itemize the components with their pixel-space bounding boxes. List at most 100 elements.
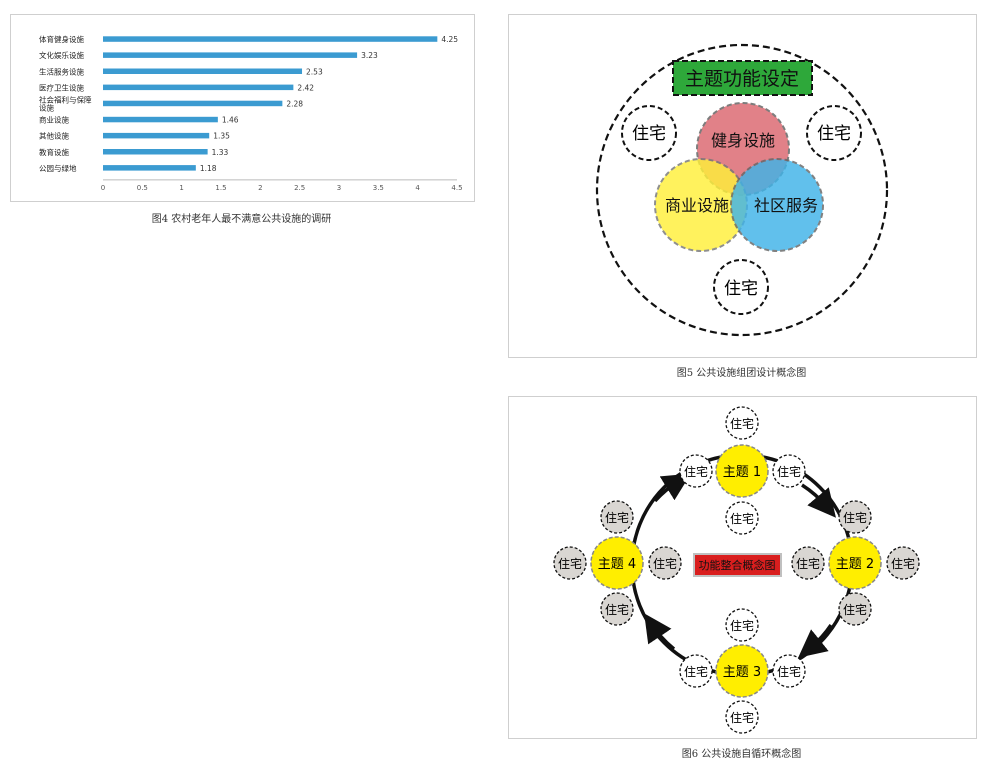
house-label: 住宅: [605, 602, 629, 617]
house-label: 住宅: [796, 556, 820, 571]
house-circle: [553, 546, 587, 580]
house-label: 住宅: [605, 510, 629, 525]
x-tick-label: 0: [101, 184, 105, 192]
bar-value-label: 1.18: [200, 164, 217, 173]
category-label: 其他设施: [39, 131, 69, 141]
residence-label-left: 住宅: [632, 124, 666, 144]
bar: [103, 84, 294, 91]
bar-value-label: 4.25: [441, 35, 458, 44]
bar-value-label: 2.53: [306, 67, 323, 76]
residence-circle-bottom: [713, 259, 769, 315]
x-tick-label: 4: [415, 184, 420, 192]
theme-4-label: 主题 4: [598, 557, 636, 572]
house-label: 住宅: [730, 511, 754, 526]
house-circle: [679, 454, 713, 488]
house-circle: [725, 608, 759, 642]
bar: [103, 52, 358, 58]
house-circle: [791, 546, 825, 580]
x-tick-label: 3.5: [373, 184, 384, 192]
cycle-arrow-2: [798, 623, 833, 658]
category-label: 社会福利与保障: [39, 94, 92, 104]
category-label: 体育健身设施: [39, 34, 84, 44]
cycle-arrow-1: [801, 483, 836, 518]
category-label: 公园与绿地: [39, 163, 77, 173]
category-label: 生活服务设施: [39, 66, 84, 76]
category-label: 文化娱乐设施: [39, 50, 84, 60]
house-label: 住宅: [843, 510, 867, 525]
x-tick-label: 3: [337, 184, 341, 192]
fig6-caption: 图6 公共设施自循环概念图: [681, 749, 802, 760]
house-circle: [838, 500, 872, 534]
house-label: 住宅: [730, 710, 754, 725]
house-circle: [725, 406, 759, 440]
x-tick-label: 1: [179, 184, 183, 192]
bar-chart: 4.25体育健身设施3.23文化娱乐设施2.53生活服务设施2.42医疗卫生设施…: [39, 34, 463, 192]
x-tick-label: 1.5: [215, 184, 226, 192]
fig4-panel: 4.25 体育健身设施 3.23 文化娱乐设施 2.53 生活服务设施 2.42 医疗卫生设施…: [10, 14, 475, 202]
house-circle: [648, 546, 682, 580]
theme1-houses: 住宅 住宅 住宅 住宅: [679, 406, 806, 535]
house-circle: [600, 592, 634, 626]
bar-value-label: 2.42: [297, 83, 314, 92]
fig6-panel: 住宅 住宅 住宅 住宅 住宅 住宅 住宅 住宅 住宅 住宅 住宅: [508, 396, 977, 739]
house-circle: [772, 454, 806, 488]
x-tick-label: 4.5: [451, 184, 462, 192]
x-tick-label: 2: [258, 184, 262, 192]
category-label: 设施: [39, 102, 54, 112]
bar: [103, 68, 303, 74]
house-label: 住宅: [730, 618, 754, 633]
x-tick-label: 0.5: [137, 184, 148, 192]
theme-2-circle: [828, 536, 882, 590]
bar-value-label: 1.35: [213, 132, 230, 141]
category-label: 医疗卫生设施: [39, 82, 84, 92]
bar: [103, 100, 283, 107]
house-label: 住宅: [684, 464, 708, 479]
site-boundary-circle: [595, 43, 889, 337]
commercial-label: 商业设施: [665, 196, 729, 215]
house-circle: [725, 501, 759, 535]
fig4-caption: 图4 农村老年人最不满意公共设施的调研: [151, 214, 332, 225]
fig5-diagram: 主题功能设定 住宅 住宅 住宅 健身设施 商业设施 社区服务: [595, 43, 889, 337]
theme4-houses: 住宅 住宅 住宅 住宅: [553, 500, 682, 626]
house-label: 住宅: [730, 416, 754, 431]
fitness-label: 健身设施: [711, 131, 775, 150]
theme-3-circle: [715, 644, 769, 698]
theme-2-label: 主题 2: [836, 557, 874, 572]
bar: [103, 116, 218, 123]
fig5-panel: 主题功能设定 住宅 住宅 住宅 健身设施 商业设施 社区服务: [508, 14, 977, 358]
bar: [103, 132, 210, 139]
residence-circle-right: [806, 105, 862, 161]
theme3-houses: 住宅 住宅 住宅 住宅: [679, 608, 806, 734]
community-circle: [730, 158, 824, 252]
house-circle: [679, 654, 713, 688]
fig5-caption: 图5 公共设施组团设计概念图: [676, 368, 807, 379]
house-label: 住宅: [777, 664, 801, 679]
category-label: 商业设施: [39, 115, 69, 125]
residence-label-bottom: 住宅: [724, 279, 758, 299]
community-label: 社区服务: [754, 196, 818, 215]
fig6-diagram: 住宅 住宅 住宅 住宅 住宅 住宅 住宅 住宅 住宅 住宅 住宅: [553, 406, 920, 734]
theme-title-text: 主题功能设定: [685, 68, 799, 90]
bar-value-label: 3.23: [361, 51, 378, 60]
house-label: 住宅: [558, 556, 582, 571]
cycle-arrow-4: [653, 473, 691, 503]
theme-3-label: 主题 3: [723, 665, 761, 680]
cycle-arrow-3: [644, 613, 676, 651]
house-label: 住宅: [843, 602, 867, 617]
theme2-houses: 住宅 住宅 住宅 住宅: [791, 500, 920, 626]
house-circle: [600, 500, 634, 534]
house-circle: [838, 592, 872, 626]
bar: [103, 165, 196, 171]
residence-circle-left: [621, 105, 677, 161]
center-box: [693, 553, 782, 577]
house-label: 住宅: [777, 464, 801, 479]
theme-title-box: [672, 60, 813, 96]
theme-1-circle: [715, 444, 769, 498]
house-label: 住宅: [891, 556, 915, 571]
bar-value-label: 2.28: [286, 99, 303, 108]
house-label: 住宅: [653, 556, 677, 571]
residence-label-right: 住宅: [817, 124, 851, 144]
x-tick-label: 2.5: [294, 184, 305, 192]
center-label: 功能整合概念图: [699, 558, 776, 572]
house-label: 住宅: [684, 664, 708, 679]
